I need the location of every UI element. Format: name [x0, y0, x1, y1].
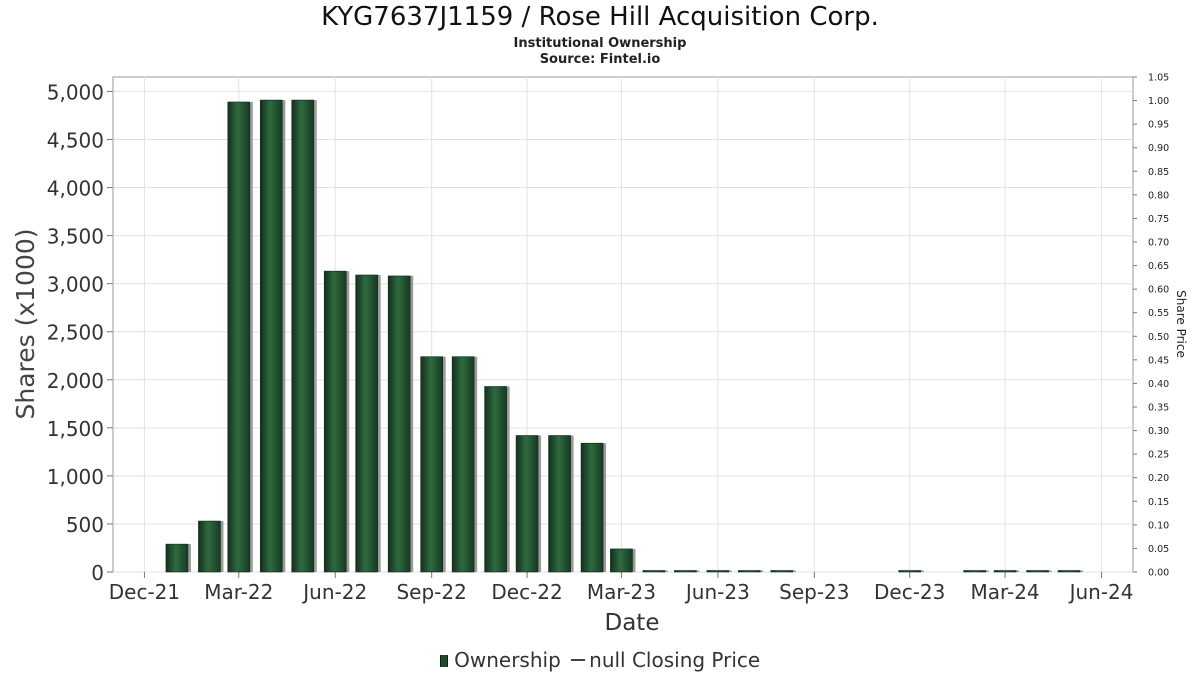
y-tick-label: 500 [66, 513, 104, 537]
x-axis-title: Date [605, 610, 660, 636]
y2-tick-label: 0.20 [1148, 473, 1169, 484]
ownership-bar [451, 356, 475, 573]
x-tick-label: Jun-24 [1068, 580, 1134, 604]
y-tick-label: 4,000 [47, 177, 104, 201]
x-tick-label: Dec-23 [874, 580, 945, 604]
y2-tick-label: 0.30 [1148, 426, 1169, 437]
y2-tick-label: 0.45 [1148, 355, 1169, 366]
y2-tick-label: 0.40 [1148, 379, 1169, 390]
chart-source: Source: Fintel.io [539, 52, 661, 67]
ownership-bar [227, 101, 251, 573]
ownership-bar [515, 435, 539, 573]
y2-tick-label: 0.75 [1148, 214, 1169, 225]
x-tick-label: Jun-22 [301, 580, 367, 604]
y2-tick-label: 1.05 [1148, 73, 1169, 84]
ownership-bar [1057, 570, 1081, 573]
x-tick-label: Sep-22 [396, 580, 466, 604]
x-tick-label: Dec-21 [109, 580, 180, 604]
ownership-bar [898, 570, 922, 573]
y2-tick-label: 0.60 [1148, 285, 1169, 296]
y-tick-label: 4,500 [47, 128, 104, 152]
chart-title: KYG7637J1159 / Rose Hill Acquisition Cor… [321, 2, 879, 32]
y2-tick-label: 0.90 [1148, 143, 1169, 154]
y2-tick-label: 0.35 [1148, 403, 1169, 414]
y-tick-label: 1,500 [47, 417, 104, 441]
ownership-swatch-icon [439, 655, 448, 667]
ownership-bar [642, 570, 666, 573]
x-tick-label: Sep-23 [779, 580, 849, 604]
y-tick-label: 2,500 [47, 321, 104, 345]
y2-tick-label: 0.95 [1148, 120, 1169, 131]
ownership-bar [165, 543, 189, 573]
ownership-bar [484, 386, 507, 573]
ownership-bar [420, 356, 443, 573]
price-line-swatch-icon [571, 659, 586, 661]
y-tick-label: 3,500 [47, 225, 104, 249]
y2-tick-label: 1.00 [1148, 96, 1169, 107]
legend-ownership-label[interactable]: Ownership [454, 648, 561, 672]
y2-axis-title: Share Price [1174, 290, 1188, 358]
ownership-bar [706, 570, 730, 573]
ownership-bar [610, 548, 633, 573]
y2-tick-label: 0.50 [1148, 332, 1169, 343]
ownership-bar [355, 274, 378, 573]
y-axis-title: Shares (x1000) [11, 228, 40, 419]
ownership-bar [291, 99, 315, 573]
x-tick-label: Mar-24 [971, 580, 1040, 604]
chart-subtitle: Institutional Ownership [513, 36, 687, 51]
y-tick-label: 5,000 [47, 80, 104, 104]
ownership-bar [198, 520, 221, 573]
y-tick-label: 0 [91, 561, 104, 585]
ownership-bar [963, 570, 987, 573]
ownership-bar [548, 435, 571, 573]
legend: Ownership null Closing Price [0, 648, 1200, 672]
ownership-bar [387, 275, 411, 573]
y2-tick-label: 0.80 [1148, 190, 1169, 201]
ownership-bar [323, 270, 347, 573]
ownership-bar [259, 99, 283, 573]
y-tick-label: 1,000 [47, 465, 104, 489]
ownership-bar [674, 570, 697, 573]
x-tick-label: Mar-22 [204, 580, 273, 604]
y2-tick-label: 0.15 [1148, 497, 1169, 508]
ownership-bar [1026, 570, 1049, 573]
y-tick-label: 2,000 [47, 369, 104, 393]
y-tick-label: 3,000 [47, 273, 104, 297]
ownership-bar [738, 570, 761, 573]
y2-tick-label: 0.70 [1148, 238, 1169, 249]
y2-tick-label: 0.05 [1148, 544, 1169, 555]
ownership-bar [770, 570, 794, 573]
x-tick-label: Jun-23 [684, 580, 750, 604]
y2-tick-label: 0.65 [1148, 261, 1169, 272]
y2-tick-label: 0.25 [1148, 450, 1169, 461]
ownership-bar [993, 570, 1017, 573]
y2-tick-label: 0.00 [1148, 568, 1169, 579]
x-tick-label: Dec-22 [491, 580, 562, 604]
y2-tick-label: 0.85 [1148, 167, 1169, 178]
x-tick-label: Mar-23 [587, 580, 656, 604]
y2-tick-label: 0.55 [1148, 308, 1169, 319]
ownership-bar [580, 442, 604, 573]
legend-price-label[interactable]: null Closing Price [589, 648, 761, 672]
y2-tick-label: 0.10 [1148, 520, 1169, 531]
